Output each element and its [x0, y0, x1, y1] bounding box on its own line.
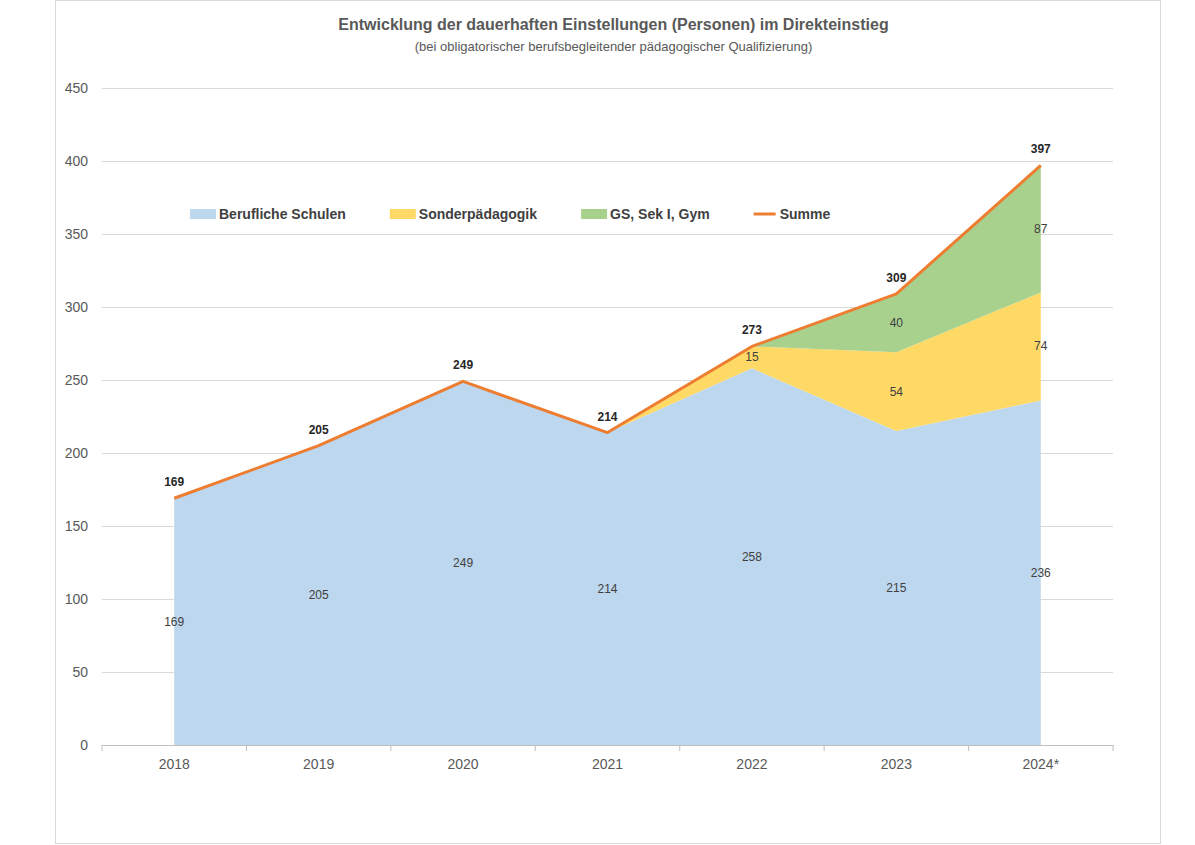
- y-tick: 250: [65, 372, 102, 388]
- data-label: 215: [886, 581, 906, 595]
- x-tick: 2020: [447, 745, 478, 772]
- sum-label: 249: [453, 358, 473, 372]
- y-tick-label: 200: [65, 445, 89, 461]
- legend-label: Sonderpädagogik: [419, 206, 537, 222]
- y-tick-label: 100: [65, 591, 89, 607]
- plot-area: [174, 165, 1041, 745]
- y-tick: 200: [65, 445, 102, 461]
- legend-label: Berufliche Schulen: [219, 206, 346, 222]
- x-separator: [246, 745, 247, 751]
- grid-line: [102, 161, 1113, 162]
- y-tick: 50: [72, 664, 102, 680]
- chart: Entwicklung der dauerhaften Einstellunge…: [0, 0, 1195, 845]
- chart-frame: [56, 1, 1161, 844]
- data-label: 74: [1034, 339, 1048, 353]
- y-tick-label: 150: [65, 518, 89, 534]
- y-tick: 400: [65, 153, 102, 169]
- grid: [102, 89, 1113, 746]
- line: [174, 165, 1041, 498]
- y-tick-label: 450: [65, 80, 89, 96]
- x-tick: 2018: [159, 745, 190, 772]
- y-tick-label: 300: [65, 299, 89, 315]
- x-axis-line: [103, 745, 1114, 746]
- y-tick-label: 50: [72, 664, 88, 680]
- data-label: 40: [890, 316, 904, 330]
- x-tick-label: 2020: [447, 756, 478, 772]
- x-tick: 2023: [881, 745, 912, 772]
- legend-swatch: [754, 213, 776, 216]
- legend: Berufliche Schulen Sonderpädagogik GS, Sek…: [190, 206, 830, 222]
- x-separator: [1113, 745, 1114, 751]
- x-tick: 2022: [736, 745, 767, 772]
- y-tick: 350: [65, 226, 102, 242]
- data-label: 258: [742, 550, 762, 564]
- x-separator: [968, 745, 969, 751]
- legend-swatch: [390, 209, 416, 219]
- x-tick-label: 2019: [303, 756, 334, 772]
- legend-label: Summe: [780, 206, 831, 222]
- x-separator: [390, 745, 391, 751]
- data-label: 54: [890, 385, 904, 399]
- legend-label: GS, Sek I, Gym: [610, 206, 710, 222]
- y-tick: 100: [65, 591, 102, 607]
- legend-swatch: [190, 209, 216, 219]
- x-separator: [102, 745, 103, 751]
- sum-label: 309: [886, 271, 906, 285]
- data-labels: 169 205 249 214 258 215 236 15 54 74 40 87 169 205 249…: [164, 142, 1051, 628]
- grid-line: [102, 745, 1113, 746]
- y-tick: 300: [65, 299, 102, 315]
- grid-line: [102, 88, 1113, 89]
- y-tick-label: 400: [65, 153, 89, 169]
- sum-label: 169: [164, 475, 184, 489]
- y-tick-label: 350: [65, 226, 89, 242]
- sum-label: 214: [597, 410, 617, 424]
- x-tick: 2024*: [1022, 745, 1059, 772]
- x-separator: [679, 745, 680, 751]
- data-label: 214: [597, 582, 617, 596]
- area: [752, 165, 1041, 352]
- x-tick-label: 2022: [736, 756, 767, 772]
- y-axis: 0 50 100 150 200 250 300 350 400 450: [65, 80, 103, 753]
- x-separator: [824, 745, 825, 751]
- title: Entwicklung der dauerhaften Einstellunge…: [338, 16, 888, 33]
- data-label: 249: [453, 556, 473, 570]
- data-label: 87: [1034, 222, 1048, 236]
- x-separator: [535, 745, 536, 751]
- data-label: 205: [309, 588, 329, 602]
- x-axis: 2018 2019 2020 2021 2022 2023 2024*: [102, 745, 1114, 772]
- x-tick: 2021: [592, 745, 623, 772]
- x-tick-label: 2023: [881, 756, 912, 772]
- sum-label: 205: [309, 423, 329, 437]
- x-tick-label: 2024*: [1022, 756, 1059, 772]
- legend-swatch: [581, 209, 607, 219]
- data-label: 15: [745, 350, 759, 364]
- sum-label: 397: [1031, 142, 1051, 156]
- x-tick-label: 2018: [159, 756, 190, 772]
- y-tick-label: 250: [65, 372, 89, 388]
- y-tick: 450: [65, 80, 102, 96]
- x-tick: 2019: [303, 745, 334, 772]
- y-tick: 0: [80, 737, 102, 753]
- sum-label: 273: [742, 323, 762, 337]
- subtitle: (bei obligatorischer berufsbegleitender …: [415, 39, 812, 54]
- data-label: 236: [1031, 566, 1051, 580]
- y-tick-label: 0: [80, 737, 88, 753]
- y-axis-line: [102, 89, 103, 746]
- data-label: 169: [164, 615, 184, 629]
- x-tick-label: 2021: [592, 756, 623, 772]
- y-tick: 150: [65, 518, 102, 534]
